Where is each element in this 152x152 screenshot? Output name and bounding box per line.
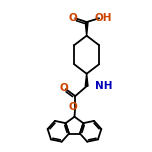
Polygon shape [85,74,88,86]
Text: NH: NH [95,81,112,91]
Text: O: O [68,102,77,112]
Polygon shape [85,22,88,36]
Text: OH: OH [94,13,112,23]
Text: O: O [68,13,77,23]
Text: O: O [59,83,68,93]
